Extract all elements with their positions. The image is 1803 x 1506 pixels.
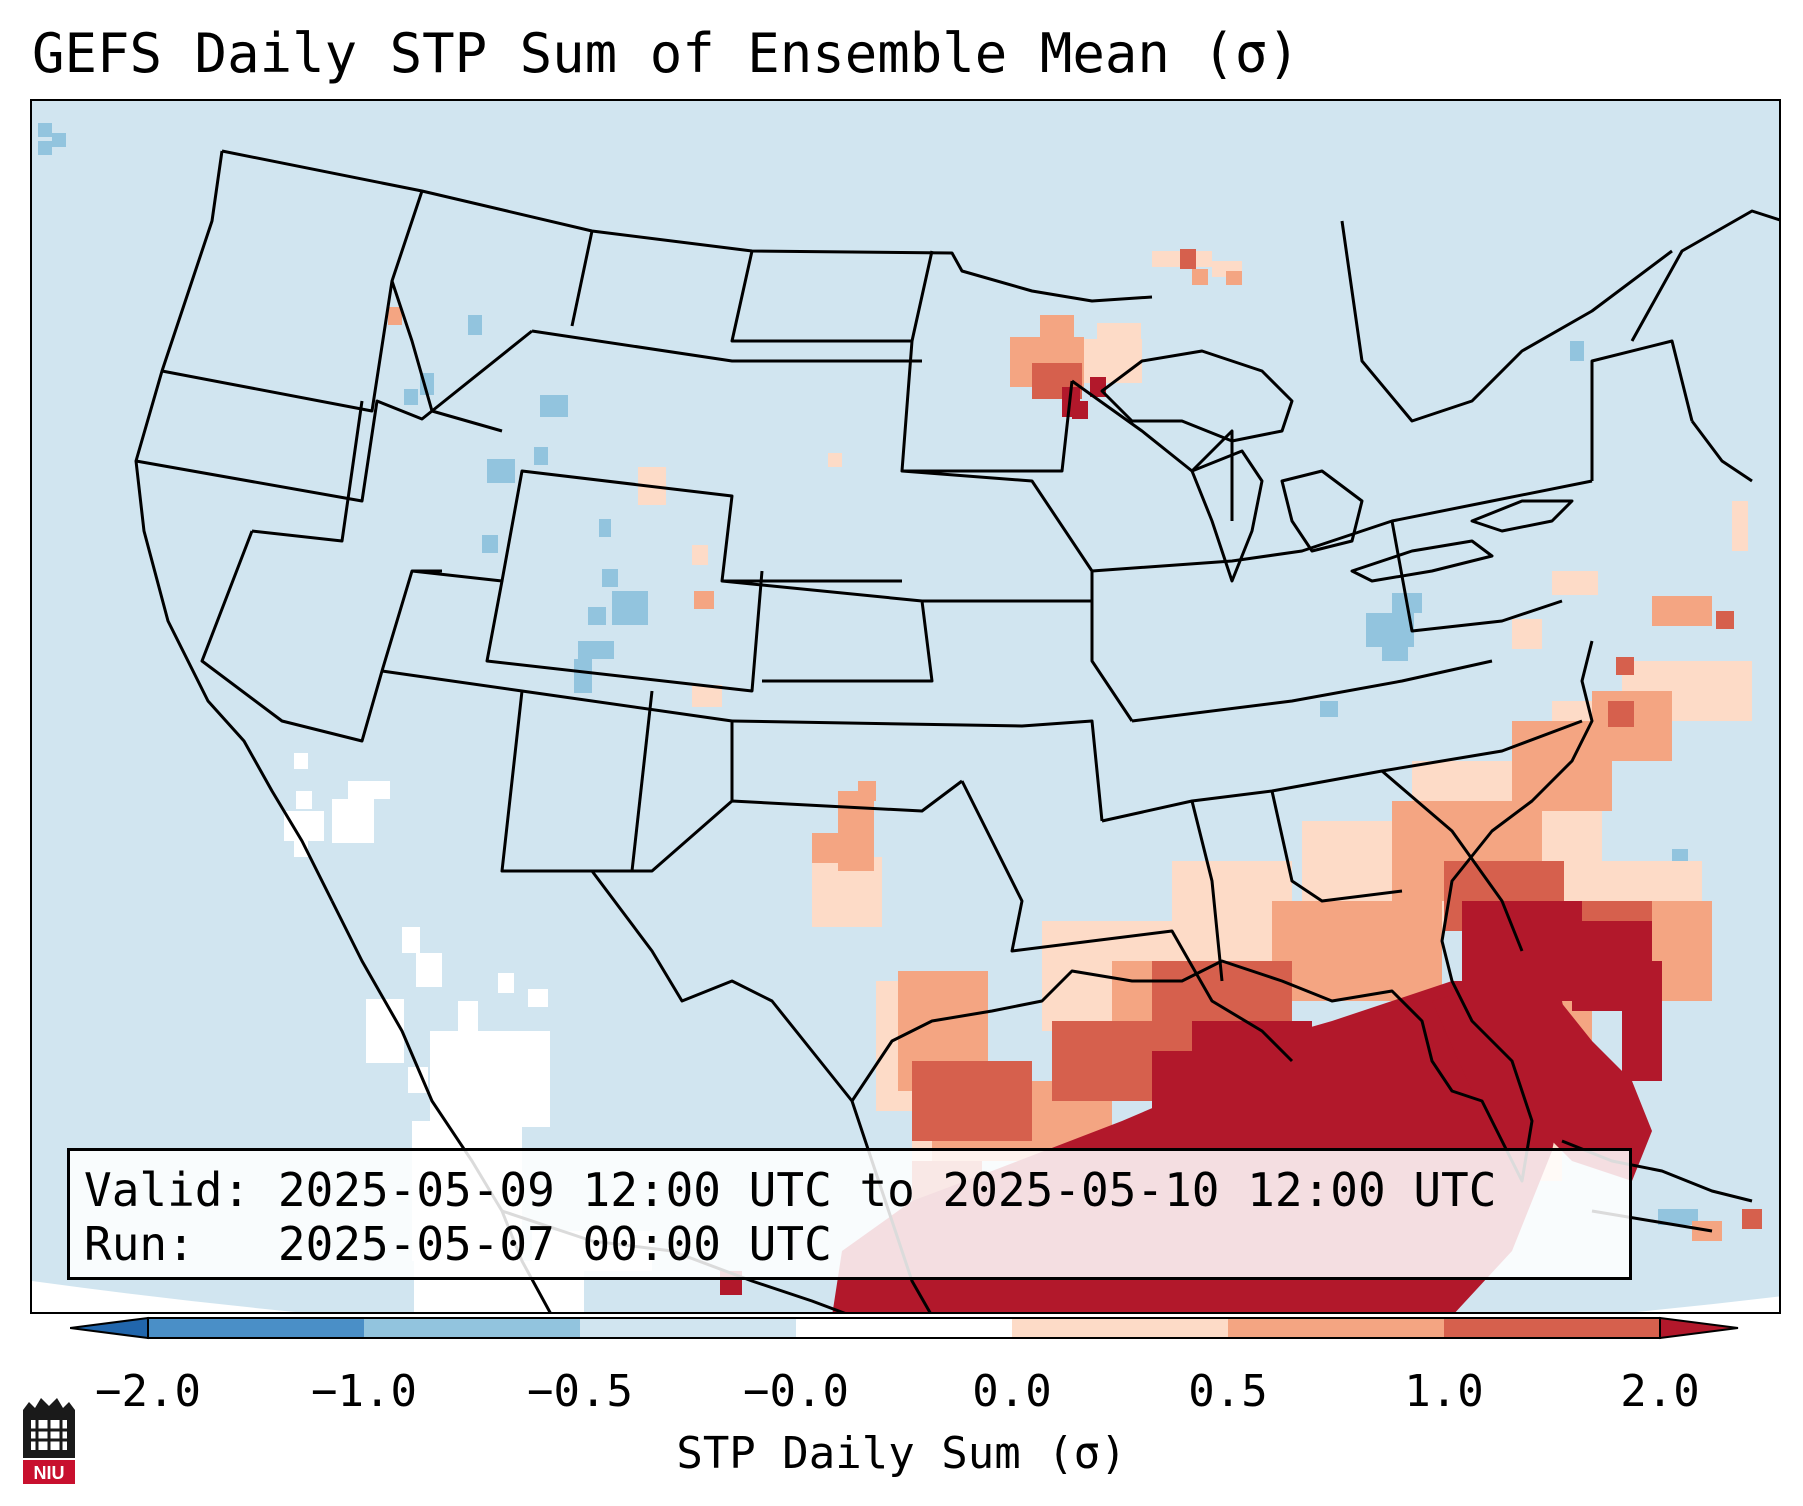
colorbar-high-extend	[1659, 1316, 1739, 1340]
colorbar-low-extend	[70, 1316, 149, 1340]
colorbar-tick-label: 1.0	[1404, 1366, 1484, 1417]
colorbar	[70, 1316, 1739, 1340]
colorbar-segments	[148, 1318, 1661, 1338]
valid-label: Valid:	[84, 1163, 251, 1217]
colorbar-tick-label: 0.0	[972, 1366, 1052, 1417]
colorbar-tick-label: −0.5	[527, 1366, 633, 1417]
colorbar-segment	[580, 1318, 797, 1338]
valid-time-range: 2025-05-09 12:00 UTC to 2025-05-10 12:00…	[277, 1163, 1497, 1217]
colorbar-segment	[1012, 1318, 1229, 1338]
colorbar-tick-label: −2.0	[95, 1366, 201, 1417]
colorbar-tick-label: 0.5	[1188, 1366, 1268, 1417]
map-canvas	[32, 101, 1779, 1312]
run-label: Run:	[84, 1217, 195, 1271]
negative-anomaly-cells	[38, 123, 1698, 1225]
run-time: 2025-05-07 00:00 UTC	[277, 1217, 832, 1271]
niu-logo-text: NIU	[34, 1463, 65, 1483]
colorbar-tick-label: −0.0	[743, 1366, 849, 1417]
niu-logo-icon: NIU	[23, 1398, 75, 1484]
colorbar-segment	[364, 1318, 581, 1338]
valid-run-info-box: Valid: 2025-05-09 12:00 UTC to 2025-05-1…	[67, 1148, 1632, 1280]
colorbar-segment	[1228, 1318, 1445, 1338]
colorbar-segment	[148, 1318, 365, 1338]
colorbar-segment	[796, 1318, 1013, 1338]
colorbar-label: STP Daily Sum (σ)	[676, 1428, 1127, 1479]
colorbar-segment	[1444, 1318, 1661, 1338]
stp-map[interactable]	[30, 99, 1781, 1314]
colorbar-outline	[147, 1317, 1661, 1339]
colorbar-tick-label: 2.0	[1620, 1366, 1700, 1417]
colorbar-tick-label: −1.0	[311, 1366, 417, 1417]
map-title: GEFS Daily STP Sum of Ensemble Mean (σ)	[32, 22, 1300, 85]
